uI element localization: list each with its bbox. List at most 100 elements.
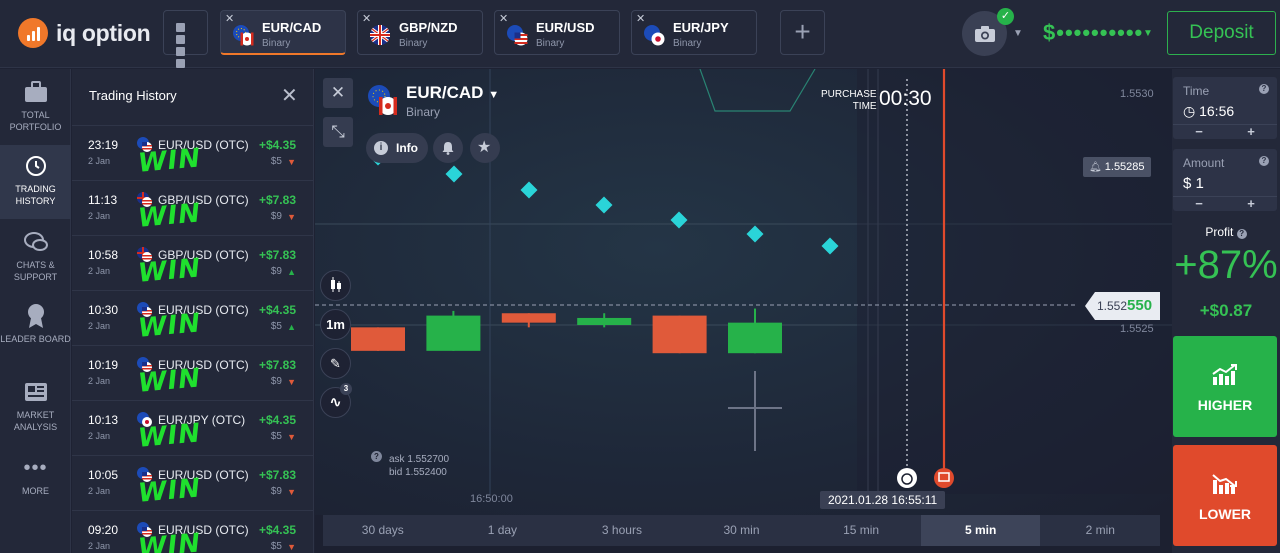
tab-pair: EUR/USD [536,20,595,35]
briefcase-icon [24,81,47,102]
nav-leader-board[interactable]: LEADER BOARD [0,303,71,367]
history-row[interactable]: 10:13 2 Jan EUR/JPY (OTC) WIN +$4.35 $5 ▼ [72,400,313,455]
tab-gbp-nzd[interactable]: ✕ GBP/NZD Binary [357,10,483,55]
amount-value[interactable]: $ 1 [1183,175,1204,192]
close-icon[interactable]: ✕ [362,13,372,25]
help-icon[interactable]: ? [1259,156,1269,166]
history-row[interactable]: 09:20 2 Jan EUR/USD (OTC) WIN +$4.35 $5 ▼ [72,510,313,553]
close-chart-button[interactable]: ✕ [323,78,353,108]
trade-profit: +$4.35 [258,523,296,537]
trade-profit: +$7.83 [258,358,296,372]
minimize-icon[interactable]: ⤡ [323,117,353,147]
history-row[interactable]: 10:58 2 Jan GBP/USD (OTC) WIN +$7.83 $9 ▲ [72,235,313,290]
favorite-button[interactable]: ★ [470,133,500,163]
trade-profit: +$7.83 [258,248,296,262]
higher-button[interactable]: HIGHER [1173,336,1277,437]
stopwatch-icon [897,468,917,488]
price-alert-tag[interactable]: 🔔︎ 1.55285 [1083,157,1151,177]
drawing-tools-button[interactable]: ✎ [320,348,351,379]
info-button[interactable]: i Info [366,133,428,163]
nav-label: MORE [22,486,49,496]
nav-more[interactable]: ••• MORE [0,455,71,505]
news-icon [24,383,47,401]
interval-button[interactable]: 1m [320,309,351,340]
grid-view-button[interactable] [163,10,208,68]
amount-selector[interactable]: Amount ? $ 1 − + [1173,149,1277,211]
win-mark: WIN [136,473,203,509]
more-icon: ••• [23,457,48,479]
profit-label: Profit ? [1172,225,1280,239]
timeframe-option[interactable]: 5 min [920,515,1041,546]
history-row[interactable]: 10:30 2 Jan EUR/USD (OTC) WIN +$4.35 $5 ▲ [72,290,313,345]
trade-stake: $9 [270,266,282,277]
decrease-time-button[interactable]: − [1195,124,1203,139]
arrow-down-icon: ▼ [287,157,296,167]
trade-time: 09:20 [88,523,119,537]
price-level-bottom: 1.5525 [1120,323,1154,335]
cursor-datetime: 2021.01.28 16:55:11 [820,491,946,509]
timeframe-option[interactable]: 2 min [1085,523,1115,537]
nav-trading-history[interactable]: TRADING HISTORY [0,145,71,219]
history-row[interactable]: 10:19 2 Jan EUR/USD (OTC) WIN +$7.83 $9 ▼ [72,345,313,400]
trade-date: 2 Jan [88,541,111,551]
profit-amount: +$0.87 [1199,301,1253,320]
time-selector[interactable]: Time ? ◷ 16:56 − + [1173,77,1277,139]
nav-market-analysis[interactable]: MARKET ANALYSIS [0,379,71,443]
trade-stake: $9 [270,486,282,497]
trade-date: 2 Jan [88,321,111,331]
candle-bullish [426,315,481,351]
history-row[interactable]: 10:05 2 Jan EUR/USD (OTC) WIN +$7.83 $9 ▼ [72,455,313,510]
chart-type-button[interactable] [320,270,351,301]
chevron-down-icon[interactable]: ▼ [1013,28,1023,39]
nav-total-portfolio[interactable]: TOTAL PORTFOLIO [0,79,71,145]
nav-label: LEADER BOARD [0,334,71,344]
account-balance[interactable]: $•••••••••• [1043,20,1144,45]
history-row[interactable]: 23:19 2 Jan EUR/USD (OTC) WIN +$4.35 $5 ▼ [72,125,313,180]
close-icon[interactable]: ✕ [281,85,298,107]
close-icon[interactable]: ✕ [499,13,509,25]
indicators-button[interactable]: ∿ 3 [320,383,352,418]
timeframe-option[interactable]: 1 day [487,523,518,537]
add-tab-button[interactable]: + [780,10,825,55]
time-label: Time [1183,84,1210,98]
timeframe-option[interactable]: 3 hours [601,523,642,537]
deposit-button[interactable]: Deposit [1167,11,1276,55]
indicator-icon: ∿ [329,394,342,411]
nav-label: TOTAL PORTFOLIO [9,110,62,132]
alert-button[interactable] [433,133,463,163]
trade-stake: $5 [270,156,282,167]
timeframe-option[interactable]: 30 days [361,523,404,537]
increase-time-button[interactable]: + [1247,124,1255,139]
asset-name[interactable]: EUR/CAD ▼ [406,83,500,102]
history-row[interactable]: 11:13 2 Jan GBP/USD (OTC) WIN +$7.83 $9 ▼ [72,180,313,235]
current-price-tag: 1.552550 [1085,292,1160,320]
close-icon[interactable]: ✕ [225,13,235,25]
decrease-amount-button[interactable]: − [1195,196,1203,211]
close-icon[interactable]: ✕ [636,13,646,25]
amount-label: Amount [1183,156,1225,170]
trade-asset: EUR/JPY (OTC) [158,413,246,427]
medal-icon [27,304,44,328]
timeframe-option[interactable]: 15 min [843,523,880,537]
trade-date: 2 Jan [88,431,111,441]
help-icon[interactable]: ? [1259,84,1269,94]
tab-eur-usd[interactable]: ✕ EUR/USD Binary [494,10,620,55]
nav-chats-support[interactable]: CHATS & SUPPORT [0,229,71,293]
lower-button[interactable]: LOWER [1173,445,1277,546]
logo[interactable]: iq option [18,18,151,48]
increase-amount-button[interactable]: + [1247,196,1255,211]
tab-eur-jpy[interactable]: ✕ EUR/JPY Binary [631,10,757,55]
trading-history-panel: Trading History ✕ 23:19 2 Jan EUR/USD (OTC… [72,69,314,553]
arrow-down-icon: ▼ [287,487,296,497]
eu-ca-flag-icon [368,85,397,115]
trade-asset: EUR/USD (OTC) [158,303,249,317]
tab-eur-cad[interactable]: ✕ EUR/CAD Binary [220,10,346,55]
help-icon: ? [1236,229,1247,239]
price-level-top: 1.5530 [1120,88,1154,100]
time-value[interactable]: ◷ 16:56 [1183,103,1235,119]
trade-date: 2 Jan [88,211,111,221]
timeframe-option[interactable]: 30 min [723,523,760,537]
lower-label: LOWER [1198,506,1252,522]
chart-area[interactable]: ✕ ⤡ EUR/CAD ▼ Binary i Info ★ PURCHASE TI… [315,69,1172,553]
chevron-down-icon[interactable]: ▼ [1143,28,1153,39]
